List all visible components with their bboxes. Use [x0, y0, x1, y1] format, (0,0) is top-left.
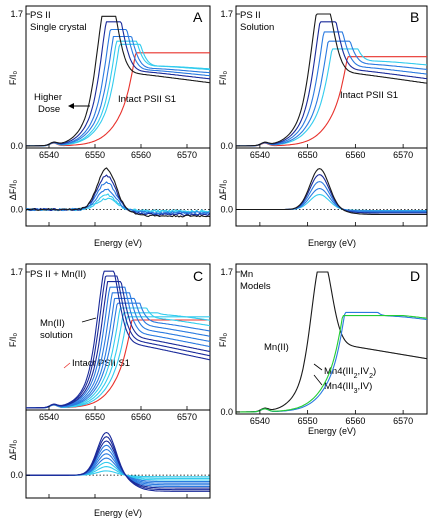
panel-d-xlabel: Energy (eV): [308, 426, 356, 436]
panel-c-title: PS II + Mn(II): [30, 269, 86, 280]
panel-c-top-series-5: [26, 297, 211, 409]
panel-a: A PS II Single crystal F/I₀ ΔF/I₀ Energy…: [8, 5, 211, 248]
panel-a-annotation-intact: Intact PSII S1: [118, 94, 176, 105]
panel-d-legend-mn4-b-main: Mn4(III: [324, 381, 354, 392]
panel-c-top-series-10: [26, 270, 211, 409]
panel-b-top-series-0: [236, 56, 427, 147]
panel-d-legend-mn4-a-end: ): [373, 366, 376, 377]
panel-c-label: C: [193, 268, 203, 284]
panel-c-ylabel-bottom: ΔF/I₀: [8, 440, 18, 461]
panel-d-xtick-3: 6570: [393, 416, 413, 426]
panel-c-top-ytick-0: 1.7: [10, 267, 23, 277]
panel-d-label: D: [410, 268, 420, 284]
panel-b-ylabel-top: F/I₀: [218, 71, 228, 85]
panel-c-diff-series-9: [26, 431, 210, 492]
panel-a-ylabel-bottom: ΔF/I₀: [8, 180, 18, 201]
panel-c-annotation-mn: Mn(II): [40, 318, 65, 329]
panel-a-ylabel-top: F/I₀: [8, 71, 18, 85]
panel-a-annotation-higher: Higher: [34, 92, 62, 103]
panel-b-top-ytick-0: 0.0: [220, 141, 233, 151]
panel-b-xtick-2: 6560: [345, 150, 365, 160]
panel-c-xlabel: Energy (eV): [94, 508, 142, 518]
panel-a-top-ytick-0: 0.0: [10, 141, 23, 151]
panel-b-top-series-4: [236, 21, 428, 147]
panel-d-ylabel-top: F/I₀: [218, 333, 228, 347]
panel-b-title-line1: PS II: [240, 10, 261, 21]
panel-a-top-series-5: [26, 21, 211, 147]
panel-d-leader-a: [313, 363, 323, 371]
panel-b-ylabel-bottom: ΔF/I₀: [218, 180, 228, 201]
panel-d-xtick-1: 6550: [298, 416, 318, 426]
panel-b-bottom-ytick-0: 0.0: [220, 205, 233, 215]
panel-d-title-line1: Mn: [240, 269, 253, 280]
panel-a-bottom-ytick-0: 0.0: [10, 205, 23, 215]
panel-b-frame: [235, 5, 428, 227]
panel-a-xtick-1: 6550: [85, 150, 105, 160]
panel-d-legend-mn4-a-sub2: 2: [369, 373, 373, 380]
panel-d-legend-mn4-a: Mn4(III2,IV2): [324, 366, 376, 380]
panel-c-xtick-3: 6570: [177, 412, 197, 422]
panel-c-ylabel-top: F/I₀: [8, 333, 18, 347]
panel-c-intact-leader: [63, 362, 71, 369]
panel-a-diff-series-5: [25, 167, 210, 218]
panel-c-top-series-7: [25, 286, 211, 409]
panel-c-xtick-2: 6560: [131, 412, 151, 422]
panel-b-title-line2: Solution: [240, 22, 274, 33]
panel-c-mn-leader: [81, 317, 97, 323]
panel-c-annotation-solution: solution: [40, 330, 73, 341]
panel-c-xtick-0: 6540: [39, 412, 59, 422]
panel-a-title-line1: PS II: [30, 10, 51, 21]
panel-b-diff-series-2: [236, 181, 427, 213]
panel-d-top-series-0: [236, 271, 428, 413]
panel-b: B PS II Solution F/I₀ ΔF/I₀ Energy (eV) …: [218, 5, 428, 248]
panel-d-legend-mn4-a-main: Mn4(III: [324, 366, 354, 377]
panel-b-top-ytick-1: 1.7: [220, 9, 233, 19]
panel-b-label: B: [410, 9, 419, 25]
panel-a-top-series-4: [25, 28, 211, 147]
panel-d-legend-mn4-a-mid: ,IV: [357, 366, 369, 377]
panel-a-title-line2: Single crystal: [30, 22, 87, 33]
panel-d: D Mn Models F/I₀ Energy (eV) Mn(II) Mn4(…: [218, 263, 428, 436]
panel-c-bottom-ytick-0: 0.0: [10, 470, 23, 480]
panel-c-frame: [25, 263, 211, 499]
panel-d-legend-mn4-b-sub: 3: [354, 388, 358, 395]
panel-d-legend-mn4-a-sub: 2: [354, 373, 358, 380]
panel-d-frame: [235, 263, 428, 415]
panel-a-annotation-dose: Dose: [38, 104, 60, 115]
panel-d-top-ytick-1: 1.7: [220, 267, 233, 277]
panel-a-frame: [25, 5, 211, 227]
panel-b-diff-series-3: [236, 174, 427, 214]
panel-d-annotation-mn2: Mn(II): [264, 342, 289, 353]
panel-b-top-series-5: [236, 13, 428, 147]
panel-b-top-series-3: [235, 31, 428, 147]
panel-d-top-series-1: [236, 311, 428, 413]
panel-a-xtick-3: 6570: [177, 150, 197, 160]
panel-d-xtick-2: 6560: [345, 416, 365, 426]
panel-d-legend-mn4-b: Mn4(III3,IV): [324, 381, 372, 395]
panel-d-title-line2: Models: [240, 281, 271, 292]
panel-c: C PS II + Mn(II) F/I₀ ΔF/I₀ Energy (eV) …: [8, 263, 211, 518]
panel-b-xtick-3: 6570: [393, 150, 413, 160]
panel-a-label: A: [193, 9, 203, 25]
panel-a-dose-arrowhead: [68, 103, 74, 109]
panel-b-xtick-1: 6550: [298, 150, 318, 160]
panel-d-top-series-2: [236, 315, 428, 413]
panel-d-legend-mn4-b-mid: ,IV): [357, 381, 372, 392]
panel-b-xtick-0: 6540: [250, 150, 270, 160]
panel-d-xtick-0: 6540: [250, 416, 270, 426]
panel-d-leader-b: [313, 374, 323, 386]
panel-a-top-ytick-1: 1.7: [10, 9, 23, 19]
panel-a-xlabel: Energy (eV): [94, 238, 142, 248]
panel-b-top-series-1: [236, 48, 428, 147]
panel-a-xtick-0: 6540: [39, 150, 59, 160]
panel-c-xtick-1: 6550: [85, 412, 105, 422]
panel-b-diff-series-4: [236, 168, 427, 216]
panel-a-top-series-6: [26, 15, 211, 147]
panel-b-annotation-intact: Intact PSII S1: [340, 90, 398, 101]
panel-b-xlabel: Energy (eV): [308, 238, 356, 248]
panel-a-xtick-2: 6560: [131, 150, 151, 160]
panel-d-top-ytick-0: 0.0: [220, 407, 233, 417]
